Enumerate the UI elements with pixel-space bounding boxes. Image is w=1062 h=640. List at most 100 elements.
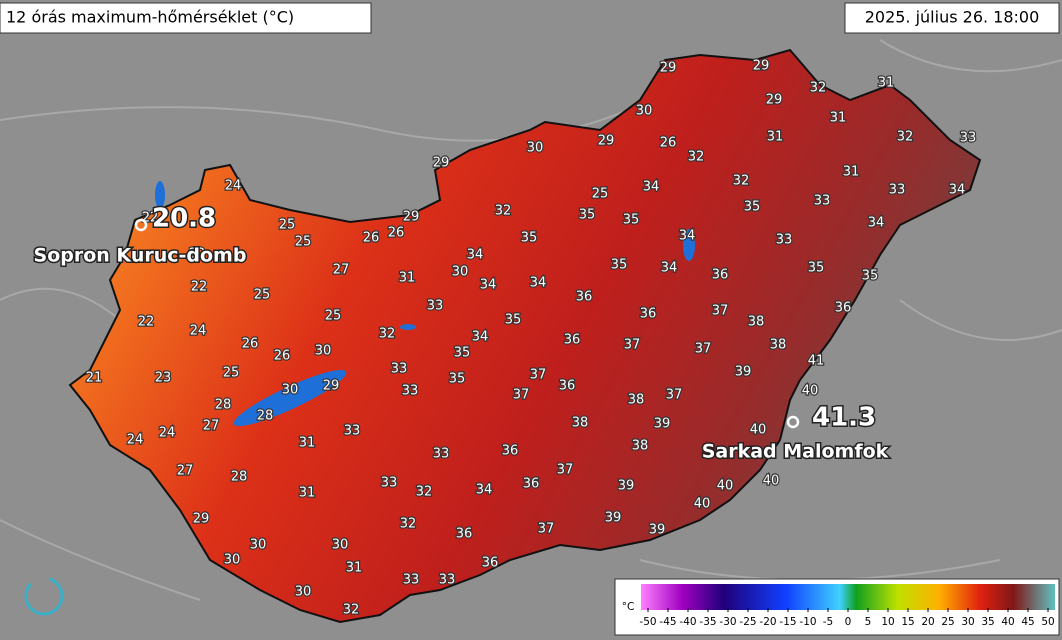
reading: 34 bbox=[661, 261, 678, 276]
reading: 34 bbox=[679, 229, 696, 244]
reading: 31 bbox=[767, 130, 784, 145]
reading: 33 bbox=[814, 194, 831, 209]
reading: 36 bbox=[456, 527, 473, 542]
legend-tick-label: -20 bbox=[759, 616, 776, 628]
reading: 38 bbox=[770, 338, 787, 353]
reading: 29 bbox=[403, 210, 420, 225]
legend-tick-label: 10 bbox=[881, 616, 894, 628]
reading: 36 bbox=[576, 290, 593, 305]
reading: 34 bbox=[472, 330, 489, 345]
reading: 36 bbox=[502, 444, 519, 459]
reading: 37 bbox=[712, 304, 729, 319]
reading: 24 bbox=[127, 433, 144, 448]
reading: 38 bbox=[628, 393, 645, 408]
reading: 25 bbox=[592, 187, 609, 202]
reading: 38 bbox=[748, 315, 765, 330]
reading: 33 bbox=[776, 233, 793, 248]
reading: 40 bbox=[694, 497, 711, 512]
reading: 39 bbox=[605, 511, 622, 526]
legend-tick-label: -35 bbox=[699, 616, 716, 628]
reading: 30 bbox=[315, 344, 332, 359]
legend-tick-label: -10 bbox=[799, 616, 816, 628]
legend-tick-label: -45 bbox=[659, 616, 676, 628]
reading: 30 bbox=[452, 265, 469, 280]
legend-tick-label: 30 bbox=[961, 616, 974, 628]
reading: 30 bbox=[282, 383, 299, 398]
legend-tick-label: -40 bbox=[679, 616, 696, 628]
reading: 40 bbox=[750, 423, 767, 438]
reading: 29 bbox=[753, 59, 770, 74]
timestamp: 2025. július 26. 18:00 bbox=[865, 8, 1040, 27]
reading: 40 bbox=[763, 474, 780, 489]
reading: 38 bbox=[572, 416, 589, 431]
reading: 33 bbox=[960, 131, 977, 146]
reading: 34 bbox=[530, 276, 547, 291]
reading: 28 bbox=[215, 398, 232, 413]
reading: 37 bbox=[624, 338, 641, 353]
color-bar bbox=[641, 584, 1055, 610]
reading: 39 bbox=[649, 523, 666, 538]
reading: 30 bbox=[250, 538, 267, 553]
lake-tisza bbox=[683, 229, 695, 261]
reading: 36 bbox=[482, 556, 499, 571]
reading: 26 bbox=[274, 349, 291, 364]
reading: 34 bbox=[643, 180, 660, 195]
legend-tick-label: 35 bbox=[981, 616, 994, 628]
reading: 37 bbox=[530, 368, 547, 383]
reading: 30 bbox=[332, 538, 349, 553]
timestamp-box bbox=[844, 2, 1060, 34]
reading: 32 bbox=[343, 603, 360, 618]
reading: 31 bbox=[346, 561, 363, 576]
reading: 29 bbox=[323, 379, 340, 394]
legend-tick-label: -5 bbox=[823, 616, 833, 628]
reading: 34 bbox=[868, 216, 885, 231]
reading: 25 bbox=[279, 218, 296, 233]
reading: 25 bbox=[325, 309, 342, 324]
lake-ferto bbox=[155, 181, 165, 209]
reading: 25 bbox=[295, 235, 312, 250]
reading: 28 bbox=[257, 409, 274, 424]
reading: 31 bbox=[299, 486, 316, 501]
reading: 32 bbox=[400, 517, 417, 532]
legend-tick-label: -30 bbox=[719, 616, 736, 628]
reading: 38 bbox=[632, 439, 649, 454]
reading: 30 bbox=[636, 104, 653, 119]
legend-tick-label: 40 bbox=[1001, 616, 1014, 628]
reading: 22 bbox=[138, 315, 155, 330]
reading: 31 bbox=[830, 111, 847, 126]
reading: 39 bbox=[618, 479, 635, 494]
reading: 27 bbox=[333, 263, 350, 278]
reading: 40 bbox=[717, 479, 734, 494]
reading: 27 bbox=[177, 464, 194, 479]
reading: 32 bbox=[495, 204, 512, 219]
reading: 33 bbox=[391, 362, 408, 377]
reading: 37 bbox=[538, 522, 555, 537]
country bbox=[68, 48, 982, 624]
reading: 33 bbox=[402, 384, 419, 399]
reading: 34 bbox=[949, 183, 966, 198]
reading: 39 bbox=[735, 365, 752, 380]
logo bbox=[24, 576, 64, 616]
reading: 27 bbox=[203, 419, 220, 434]
reading: 36 bbox=[523, 477, 540, 492]
reading: 31 bbox=[399, 271, 416, 286]
reading: 36 bbox=[712, 268, 729, 283]
reading: 24 bbox=[225, 179, 242, 194]
reading: 32 bbox=[733, 174, 750, 189]
legend-tick-label: -15 bbox=[779, 616, 796, 628]
reading: 40 bbox=[802, 384, 819, 399]
legend-tick-label: 50 bbox=[1041, 616, 1054, 628]
reading: 31 bbox=[843, 165, 860, 180]
title: 12 órás maximum-hőmérséklet (°C) bbox=[6, 8, 294, 27]
reading: 34 bbox=[480, 278, 497, 293]
reading: 32 bbox=[416, 485, 433, 500]
reading: 24 bbox=[190, 324, 207, 339]
reading: 33 bbox=[427, 299, 444, 314]
reading: 39 bbox=[654, 417, 671, 432]
station-marker bbox=[786, 415, 800, 429]
lake-balaton bbox=[233, 369, 347, 427]
reading: 36 bbox=[564, 333, 581, 348]
